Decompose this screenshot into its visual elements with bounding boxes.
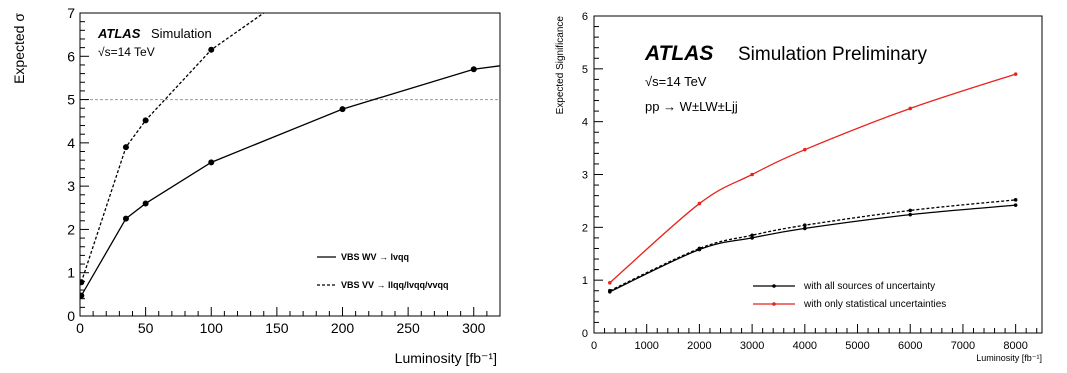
left-x-ticks: 0 50 100 150 200 250 300 [76,307,501,336]
right-series-group [608,72,1018,294]
right-legend-red-dot [772,302,776,306]
left-y-ticks: 0 1 2 3 4 5 6 7 [67,5,89,324]
right-y-ticks: 0 1 2 3 4 5 6 [582,11,603,340]
right-x-tick-label: 3000 [740,340,764,352]
right-legend-black-dot [772,284,776,288]
left-series-1-point [122,144,129,151]
left-y-axis-label: Expected σ [11,13,27,84]
right-series-2-point [608,281,612,285]
right-x-ticks: 0 1000 2000 3000 4000 5000 6000 7000 8000 [591,324,1038,352]
left-series-0-point [122,215,129,222]
right-legend: with all sources of uncertainty with onl… [753,281,946,310]
right-series-1-point [803,223,807,228]
right-x-tick-label: 6000 [898,340,922,352]
left-x-tick-label: 250 [396,320,420,336]
right-y-tick-label: 0 [582,328,588,340]
left-legend-vv: VBS VV → llqq/lvqq/vvqq [341,280,449,290]
right-series-2-point [750,172,754,177]
right-series-1-point [608,288,612,293]
left-x-tick-label: 0 [76,320,84,336]
right-simulation-label: Simulation Preliminary [738,44,928,65]
left-series-1-point [142,117,149,124]
right-energy-label: √s=14 TeV [645,74,707,89]
right-process-label: pp → W±LW±Ljj [645,99,738,114]
right-y-tick-label: 5 [582,64,588,76]
right-series-0-point [1013,203,1018,207]
right-series-1-point [1013,198,1018,202]
left-x-tick-label: 100 [200,320,224,336]
right-y-tick-label: 6 [582,11,588,23]
left-x-tick-label: 200 [331,320,355,336]
left-series-group [80,13,500,299]
right-series-line-2 [609,73,1016,284]
left-series-1-point [80,279,85,286]
left-y-tick-label: 3 [67,178,75,194]
left-y-tick-label: 6 [67,48,75,64]
right-series-2-point [1013,72,1018,76]
left-simulation-label: Simulation [151,26,212,41]
left-series-0-point [142,200,149,207]
left-series-line-0 [80,65,500,297]
right-series-line-1 [609,199,1016,292]
right-legend-stat-only: with only statistical uncertainties [803,299,946,310]
right-x-axis-label: Luminosity [fb⁻¹] [976,353,1042,363]
right-y-tick-label: 1 [582,275,588,287]
left-legend: VBS WV → lvqq VBS VV → llqq/lvqq/vvqq [317,252,449,290]
right-x-tick-label: 5000 [845,340,869,352]
left-y-tick-label: 2 [67,221,75,237]
left-series-0-point [470,66,477,73]
left-y-tick-label: 4 [67,135,75,151]
left-series-1-point [208,46,215,53]
right-y-axis-label: Expected Significance [555,16,566,115]
right-y-tick-label: 3 [582,170,588,182]
right-x-tick-label: 4000 [793,340,817,352]
right-series-1-point [908,208,913,213]
right-y-tick-label: 2 [582,222,588,234]
right-series-line-0 [609,204,1016,293]
left-energy-label: √s=14 TeV [98,45,155,59]
left-y-tick-label: 5 [67,92,75,108]
left-series-0-point [80,292,85,299]
left-x-tick-label: 150 [265,320,289,336]
left-legend-wv: VBS WV → lvqq [341,252,409,262]
right-series-1-point [750,233,754,238]
right-x-tick-label: 8000 [1003,340,1027,352]
right-legend-all-uncertainty: with all sources of uncertainty [803,281,935,292]
right-series-0-point [803,226,807,231]
right-series-2-point [908,106,913,111]
right-series-2-point [697,201,702,206]
left-series-0-point [339,106,346,113]
right-x-tick-label: 1000 [634,340,658,352]
left-y-tick-label: 7 [67,5,75,21]
left-chart: 0 50 100 150 200 250 300 0 1 2 3 4 5 6 7 Expected σ L… [11,5,501,366]
right-x-tick-label: 2000 [687,340,711,352]
right-atlas-label: ATLAS [644,42,713,65]
left-x-tick-label: 50 [138,320,154,336]
right-x-tick-label: 0 [591,340,597,352]
left-series-0-point [208,159,215,166]
left-y-tick-label: 1 [67,265,75,281]
left-atlas-label: ATLAS [97,26,141,41]
left-y-tick-label: 0 [67,308,75,324]
right-series-0-point [908,212,913,217]
left-x-tick-label: 300 [462,320,486,336]
right-series-2-point [803,147,807,152]
right-x-tick-label: 7000 [951,340,975,352]
left-x-axis-label: Luminosity [fb⁻¹] [395,350,497,366]
right-y-tick-label: 4 [582,117,588,129]
right-series-1-point [697,246,702,251]
right-chart: 0 1000 2000 3000 4000 5000 6000 7000 8000 0 1 2 3 4 5… [555,11,1043,363]
right-series-0-point [750,236,754,240]
